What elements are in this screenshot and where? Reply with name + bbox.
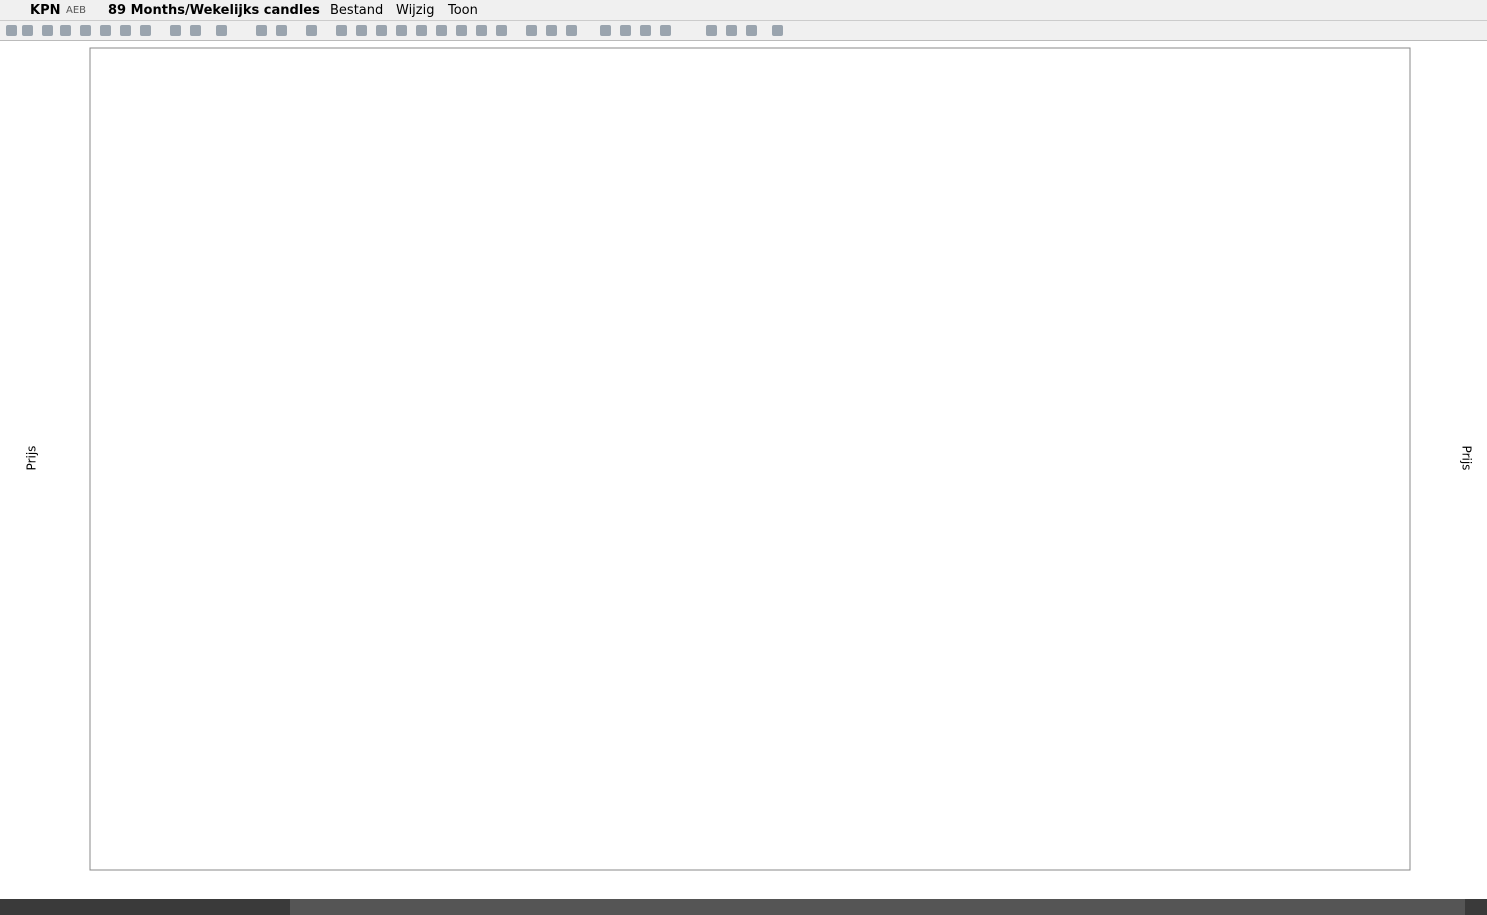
tool-icon[interactable] (336, 25, 347, 36)
tool-icon[interactable] (726, 25, 737, 36)
tool-icon[interactable] (476, 25, 487, 36)
chart: Prijs Prijs (0, 47, 1487, 915)
y-axis-label: Prijs (1460, 446, 1474, 471)
tool-icon[interactable] (546, 25, 557, 36)
tool-icon[interactable] (526, 25, 537, 36)
tool-icon[interactable] (140, 25, 151, 36)
tool-icon[interactable] (6, 25, 17, 36)
tool-icon[interactable] (170, 25, 181, 36)
tool-icon[interactable] (22, 25, 33, 36)
tool-icon[interactable] (100, 25, 111, 36)
plot-area (89, 47, 1411, 871)
period[interactable]: 89 Months/Wekelijks candles (108, 3, 320, 18)
tool-icon[interactable] (356, 25, 367, 36)
tool-icon[interactable] (276, 25, 287, 36)
exchange: AEB (66, 5, 87, 16)
menu-bar: KPN AEB 89 Months/Wekelijks candles Best… (0, 0, 1487, 21)
menu[interactable]: Wijzig (396, 3, 435, 18)
tool-icon[interactable] (660, 25, 671, 36)
symbol[interactable]: KPN (30, 3, 61, 18)
tool-icon[interactable] (80, 25, 91, 36)
tool-icon[interactable] (306, 25, 317, 36)
tool-icon[interactable] (706, 25, 717, 36)
tool-icon[interactable] (120, 25, 131, 36)
tool-icon[interactable] (60, 25, 71, 36)
tool-icon[interactable] (640, 25, 651, 36)
tool-icon[interactable] (396, 25, 407, 36)
navigator-window[interactable] (290, 899, 1465, 915)
tool-icon[interactable] (456, 25, 467, 36)
toolbar (0, 21, 1487, 41)
tool-icon[interactable] (216, 25, 227, 36)
tool-icon[interactable] (190, 25, 201, 36)
tool-icon[interactable] (746, 25, 757, 36)
menu[interactable]: Toon (448, 3, 478, 18)
tool-icon[interactable] (496, 25, 507, 36)
tool-icon[interactable] (42, 25, 53, 36)
tool-icon[interactable] (772, 25, 783, 36)
tool-icon[interactable] (436, 25, 447, 36)
tool-icon[interactable] (376, 25, 387, 36)
menu[interactable]: Bestand (330, 3, 384, 18)
tool-icon[interactable] (620, 25, 631, 36)
tool-icon[interactable] (566, 25, 577, 36)
y-axis-label: Prijs (25, 446, 39, 471)
tool-icon[interactable] (600, 25, 611, 36)
tool-icon[interactable] (416, 25, 427, 36)
tool-icon[interactable] (256, 25, 267, 36)
